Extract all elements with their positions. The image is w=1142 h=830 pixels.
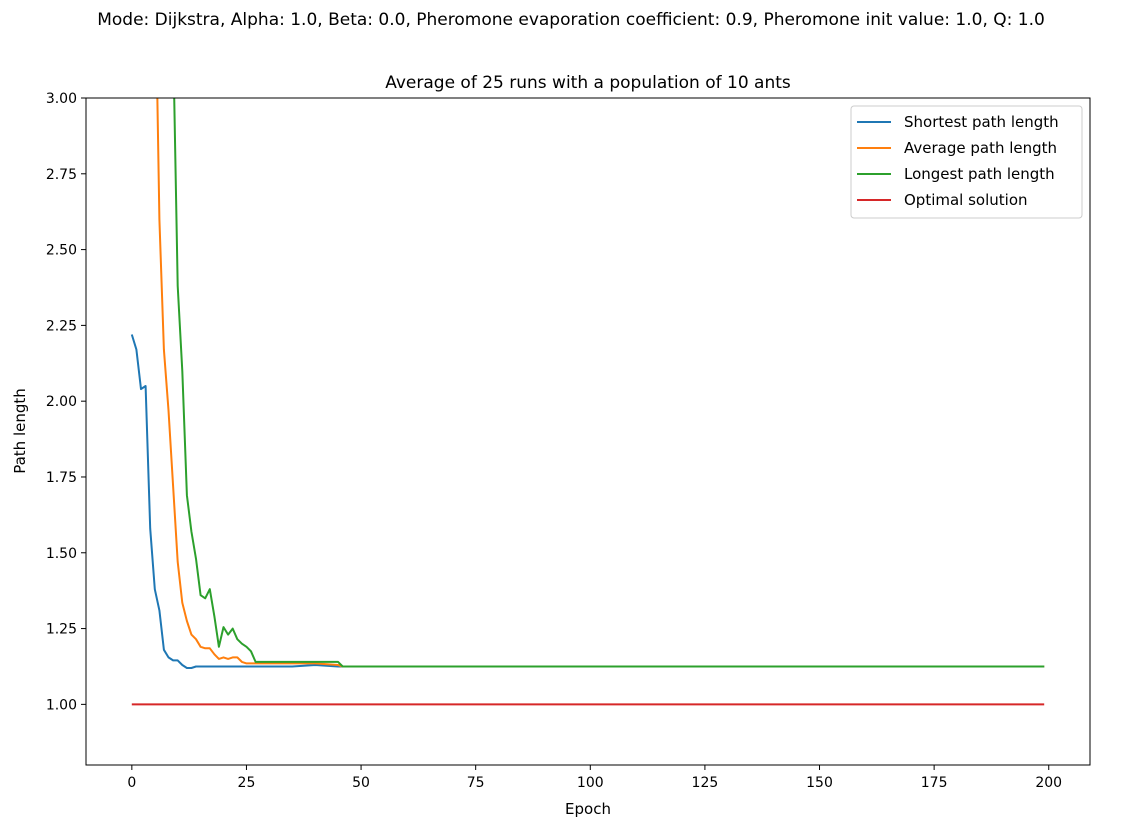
series-line-3 [173,98,1045,668]
series-layer [130,98,1045,706]
x-tick-label: 125 [692,775,719,791]
x-tick-label: 175 [921,775,948,791]
y-tick-label: 2.00 [46,394,77,410]
x-tick-label: 75 [467,775,485,791]
y-axis: 1.00 1.25 1.50 1.75 2.00 2.25 2.50 2.75 3.00 [46,91,86,713]
y-tick-label: 1.25 [46,622,77,638]
y-tick-label: 2.25 [46,318,77,334]
x-tick-label: 0 [127,775,136,791]
y-axis-label: Path length [11,388,29,474]
y-tick-label: 1.50 [46,546,77,562]
y-tick-label: 3.00 [46,91,77,107]
series-line-1 [130,334,1045,669]
plot-frame [85,97,1091,766]
series-line-2 [156,98,1045,668]
legend-label-2: Average path length [904,139,1057,157]
figure-suptitle: Mode: Dijkstra, Alpha: 1.0, Beta: 0.0, P… [97,10,1045,30]
y-tick-label: 1.00 [46,697,77,713]
legend-label-4: Optimal solution [904,191,1028,209]
legend-label-3: Longest path length [904,165,1055,183]
y-tick-label: 2.75 [46,167,77,183]
y-tick-label: 2.50 [46,243,77,259]
legend-box [850,105,1083,219]
legend: Shortest path length Average path length L… [850,105,1083,219]
x-tick-label: 50 [352,775,370,791]
y-tick-label: 1.75 [46,470,77,486]
x-tick-label: 100 [577,775,604,791]
legend-label-1: Shortest path length [904,113,1059,131]
x-axis-label: Epoch [565,800,611,818]
x-tick-label: 200 [1035,775,1062,791]
x-tick-label: 150 [806,775,833,791]
x-axis: 0 25 50 75 100 125 150 175 200 [127,765,1062,791]
chart-title: Average of 25 runs with a population of … [385,73,791,93]
x-tick-label: 25 [238,775,256,791]
